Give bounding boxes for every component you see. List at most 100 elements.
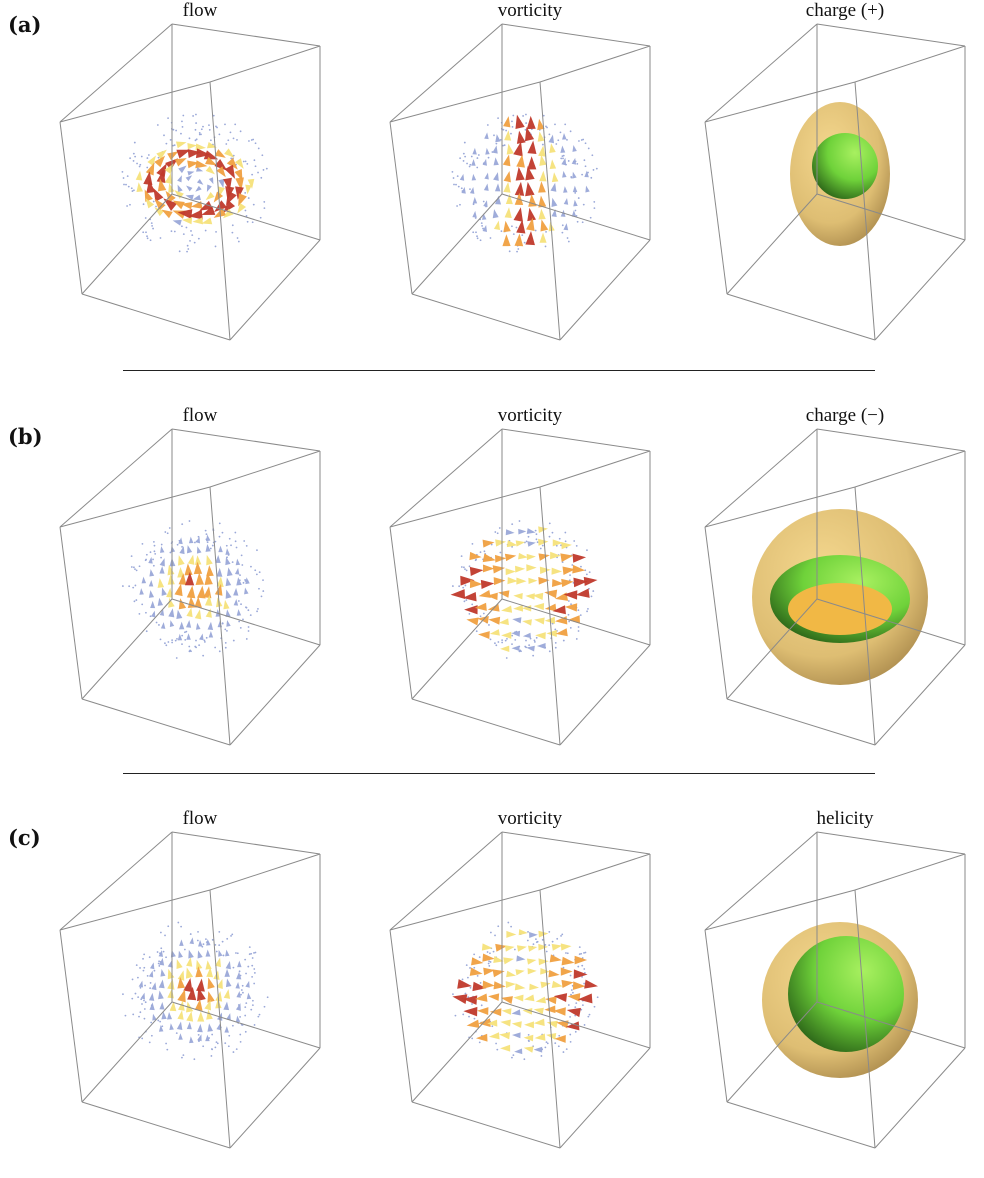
field-dot	[523, 241, 526, 244]
field-arrow	[206, 554, 213, 566]
field-dot	[239, 130, 242, 133]
box-edge	[704, 486, 856, 528]
field-dot	[227, 1045, 230, 1048]
field-dot	[139, 1011, 142, 1014]
field-arrow	[550, 182, 557, 192]
field-arrow	[492, 145, 498, 154]
field-arrow	[244, 587, 249, 595]
field-dot	[136, 162, 138, 165]
field-dot	[548, 535, 551, 538]
field-dot	[540, 1055, 543, 1057]
field-dot	[489, 961, 492, 963]
field-dot	[158, 624, 160, 626]
box-edge	[81, 1001, 173, 1103]
field-dot	[479, 615, 482, 618]
field-dot	[167, 641, 170, 643]
field-dot	[240, 989, 243, 991]
field-dot	[224, 1042, 227, 1045]
field-arrow	[535, 632, 546, 640]
field-arrow	[584, 170, 589, 178]
field-arrow	[503, 220, 511, 233]
field-dot	[564, 531, 567, 534]
field-arrow	[562, 566, 576, 575]
vector-field	[122, 921, 269, 1061]
field-dot	[158, 960, 160, 963]
field-dot	[580, 565, 582, 568]
field-arrow	[177, 989, 186, 1003]
field-arrow	[167, 978, 175, 990]
field-dot	[160, 947, 163, 950]
field-dot	[230, 544, 232, 547]
field-dot	[249, 614, 252, 616]
field-dot	[469, 188, 471, 191]
field-arrow	[205, 1034, 210, 1042]
field-arrow	[551, 943, 563, 951]
vorticity-field-plot	[389, 428, 651, 746]
field-arrow	[143, 171, 153, 186]
field-dot	[573, 540, 576, 542]
field-dot	[228, 1034, 231, 1037]
field-dot	[548, 944, 551, 947]
field-arrow	[526, 115, 536, 130]
field-arrow	[180, 201, 193, 210]
box-edge	[816, 193, 966, 241]
field-arrow	[151, 982, 157, 991]
field-arrow	[533, 1018, 545, 1026]
field-arrow	[499, 1032, 511, 1040]
field-arrow	[493, 956, 504, 964]
field-dot	[205, 636, 208, 639]
field-arrow	[186, 545, 193, 554]
field-dot	[578, 140, 580, 142]
field-dot	[235, 952, 237, 954]
field-dot	[258, 1013, 261, 1016]
field-dot	[533, 639, 536, 642]
field-dot	[214, 1046, 217, 1049]
field-arrow	[474, 602, 487, 611]
field-dot	[189, 649, 192, 652]
field-arrow	[226, 567, 233, 577]
field-arrow	[504, 207, 512, 218]
field-arrow	[463, 1006, 478, 1017]
field-dot	[577, 630, 580, 632]
box-edge	[209, 853, 321, 891]
field-dot	[144, 984, 146, 987]
field-dot	[476, 157, 479, 159]
field-dot	[564, 540, 567, 543]
field-arrow	[501, 605, 513, 613]
field-dot	[593, 201, 596, 203]
field-arrow	[513, 141, 523, 157]
field-dot	[145, 611, 147, 614]
field-dot	[587, 147, 590, 150]
field-dot	[488, 624, 490, 626]
field-dot	[492, 950, 495, 953]
field-arrow	[156, 149, 167, 160]
field-dot	[215, 231, 217, 233]
field-arrow	[516, 154, 525, 168]
field-dot	[462, 152, 465, 155]
field-dot	[591, 154, 594, 157]
field-arrow	[195, 622, 201, 630]
field-dot	[121, 170, 124, 173]
field-dot	[216, 126, 218, 129]
field-dot	[185, 226, 188, 229]
field-dot	[580, 139, 583, 141]
field-dot	[266, 996, 269, 999]
field-dot	[574, 1014, 577, 1017]
field-arrow	[149, 569, 155, 577]
field-dot	[557, 139, 560, 142]
field-arrow	[511, 645, 520, 651]
field-arrow	[225, 949, 230, 957]
field-arrow	[560, 145, 566, 153]
field-dot	[157, 962, 160, 965]
field-dot	[533, 641, 536, 643]
field-dot	[151, 224, 153, 227]
field-arrow	[572, 145, 577, 152]
field-arrow	[471, 159, 476, 166]
field-dot	[133, 600, 136, 603]
field-dot	[230, 157, 233, 160]
field-dot	[138, 613, 141, 615]
box-edge	[59, 23, 173, 123]
field-arrow	[214, 158, 228, 171]
field-arrow	[506, 970, 517, 978]
field-dot	[155, 621, 158, 624]
